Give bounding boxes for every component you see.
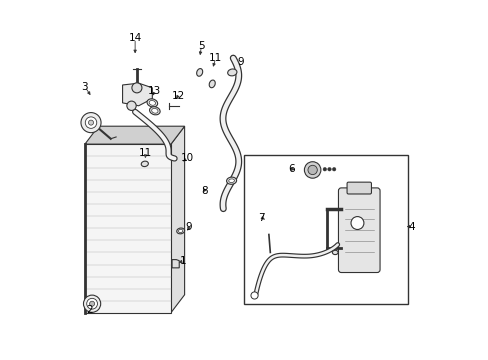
Text: 12: 12 [171,91,184,101]
Ellipse shape [228,179,234,183]
Polygon shape [122,83,152,106]
Ellipse shape [227,69,237,76]
Text: 2: 2 [86,305,93,315]
Circle shape [89,301,94,306]
Ellipse shape [147,99,157,107]
Text: 3: 3 [81,82,88,92]
Text: 4: 4 [407,222,414,231]
Text: 9: 9 [185,222,192,232]
Circle shape [126,101,136,111]
Ellipse shape [151,108,158,113]
Bar [244,155,407,304]
Ellipse shape [226,177,236,184]
Circle shape [132,83,142,93]
Polygon shape [172,260,179,268]
Text: 6: 6 [287,164,294,174]
Circle shape [81,113,101,133]
Text: 8: 8 [202,186,208,197]
Circle shape [332,167,335,171]
Ellipse shape [209,80,215,88]
Text: 14: 14 [128,33,142,43]
Text: 5: 5 [198,41,204,50]
Circle shape [350,217,363,229]
Ellipse shape [141,161,148,167]
FancyBboxPatch shape [346,182,371,194]
Ellipse shape [178,229,183,233]
Text: 11: 11 [209,53,222,63]
Text: 9: 9 [237,57,244,67]
Circle shape [327,167,330,171]
Polygon shape [85,144,171,313]
Polygon shape [85,126,184,144]
Circle shape [88,120,93,125]
Circle shape [250,292,258,299]
Text: 1: 1 [180,256,186,266]
Ellipse shape [332,250,337,255]
Ellipse shape [149,107,160,115]
Text: 10: 10 [180,153,193,163]
Polygon shape [171,126,184,313]
Circle shape [304,162,320,178]
Text: 7: 7 [258,213,264,222]
Circle shape [85,117,97,129]
Text: 13: 13 [148,86,161,96]
Text: 11: 11 [139,148,152,158]
Ellipse shape [176,228,184,234]
Circle shape [307,165,317,175]
FancyBboxPatch shape [338,188,379,273]
Ellipse shape [196,69,202,76]
Circle shape [83,295,101,312]
Ellipse shape [149,100,155,105]
Circle shape [86,298,97,309]
Circle shape [323,167,326,171]
